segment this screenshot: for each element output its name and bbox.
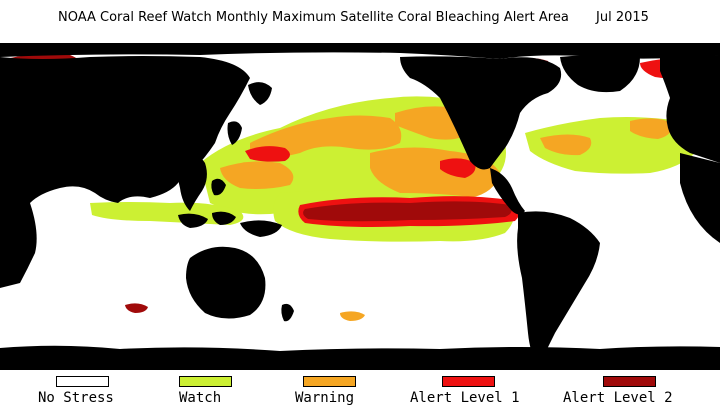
land-new-guinea (240, 220, 282, 237)
legend-label-watch: Watch (179, 390, 222, 406)
land-indonesia-2 (212, 211, 236, 225)
land-arctic (0, 43, 720, 59)
warning-area-north-pacific (250, 115, 402, 157)
legend-swatch-warning (303, 376, 356, 387)
land-indonesia-1 (178, 213, 208, 228)
land-masses (0, 43, 720, 370)
land-new-zealand (281, 303, 294, 322)
warning-area-atlantic (540, 134, 592, 156)
land-south-america (517, 211, 600, 368)
legend-swatch-watch (179, 376, 232, 387)
land-central-america (490, 168, 525, 215)
legend-swatch-alert-level-2 (603, 376, 656, 387)
bleaching-alert-map (0, 43, 720, 370)
land-africa-right (680, 153, 720, 243)
alert1-area-hawaii (440, 158, 476, 178)
legend-label-alert-level-2: Alert Level 2 (563, 390, 673, 406)
legend-label-alert-level-1: Alert Level 1 (410, 390, 520, 406)
alert2-area-south-indian (125, 303, 148, 313)
land-north-america (400, 56, 562, 170)
legend-label-warning: Warning (295, 390, 355, 406)
warning-area-south-pacific (340, 311, 365, 321)
title-date: Jul 2015 (596, 10, 649, 25)
land-philippines (211, 178, 226, 196)
warning-area-central-pacific (220, 161, 294, 189)
legend: No Stress Watch Warning Alert Level 1 Al… (0, 370, 720, 411)
land-greenland (560, 55, 640, 93)
warning-area-mid-atlantic (630, 118, 673, 139)
land-europe-right (660, 55, 720, 163)
land-japan (227, 121, 242, 145)
legend-swatch-alert-level-1 (442, 376, 495, 387)
land-africa-south (0, 198, 37, 288)
legend-label-no-stress: No Stress (38, 390, 114, 406)
land-kamchatka (248, 82, 272, 105)
land-antarctica (0, 345, 720, 370)
land-arabia-india (140, 151, 181, 188)
legend-swatch-no-stress (56, 376, 109, 387)
land-india (108, 136, 147, 193)
title-text: NOAA Coral Reef Watch Monthly Maximum Sa… (58, 10, 569, 25)
stress-areas (0, 53, 715, 321)
land-australia (186, 246, 266, 319)
land-southeast-asia (177, 151, 207, 211)
map-title: NOAA Coral Reef Watch Monthly Maximum Sa… (0, 10, 720, 30)
alert2-area-equatorial-pacific (303, 201, 512, 222)
alert1-area-north-pacific (245, 146, 290, 162)
